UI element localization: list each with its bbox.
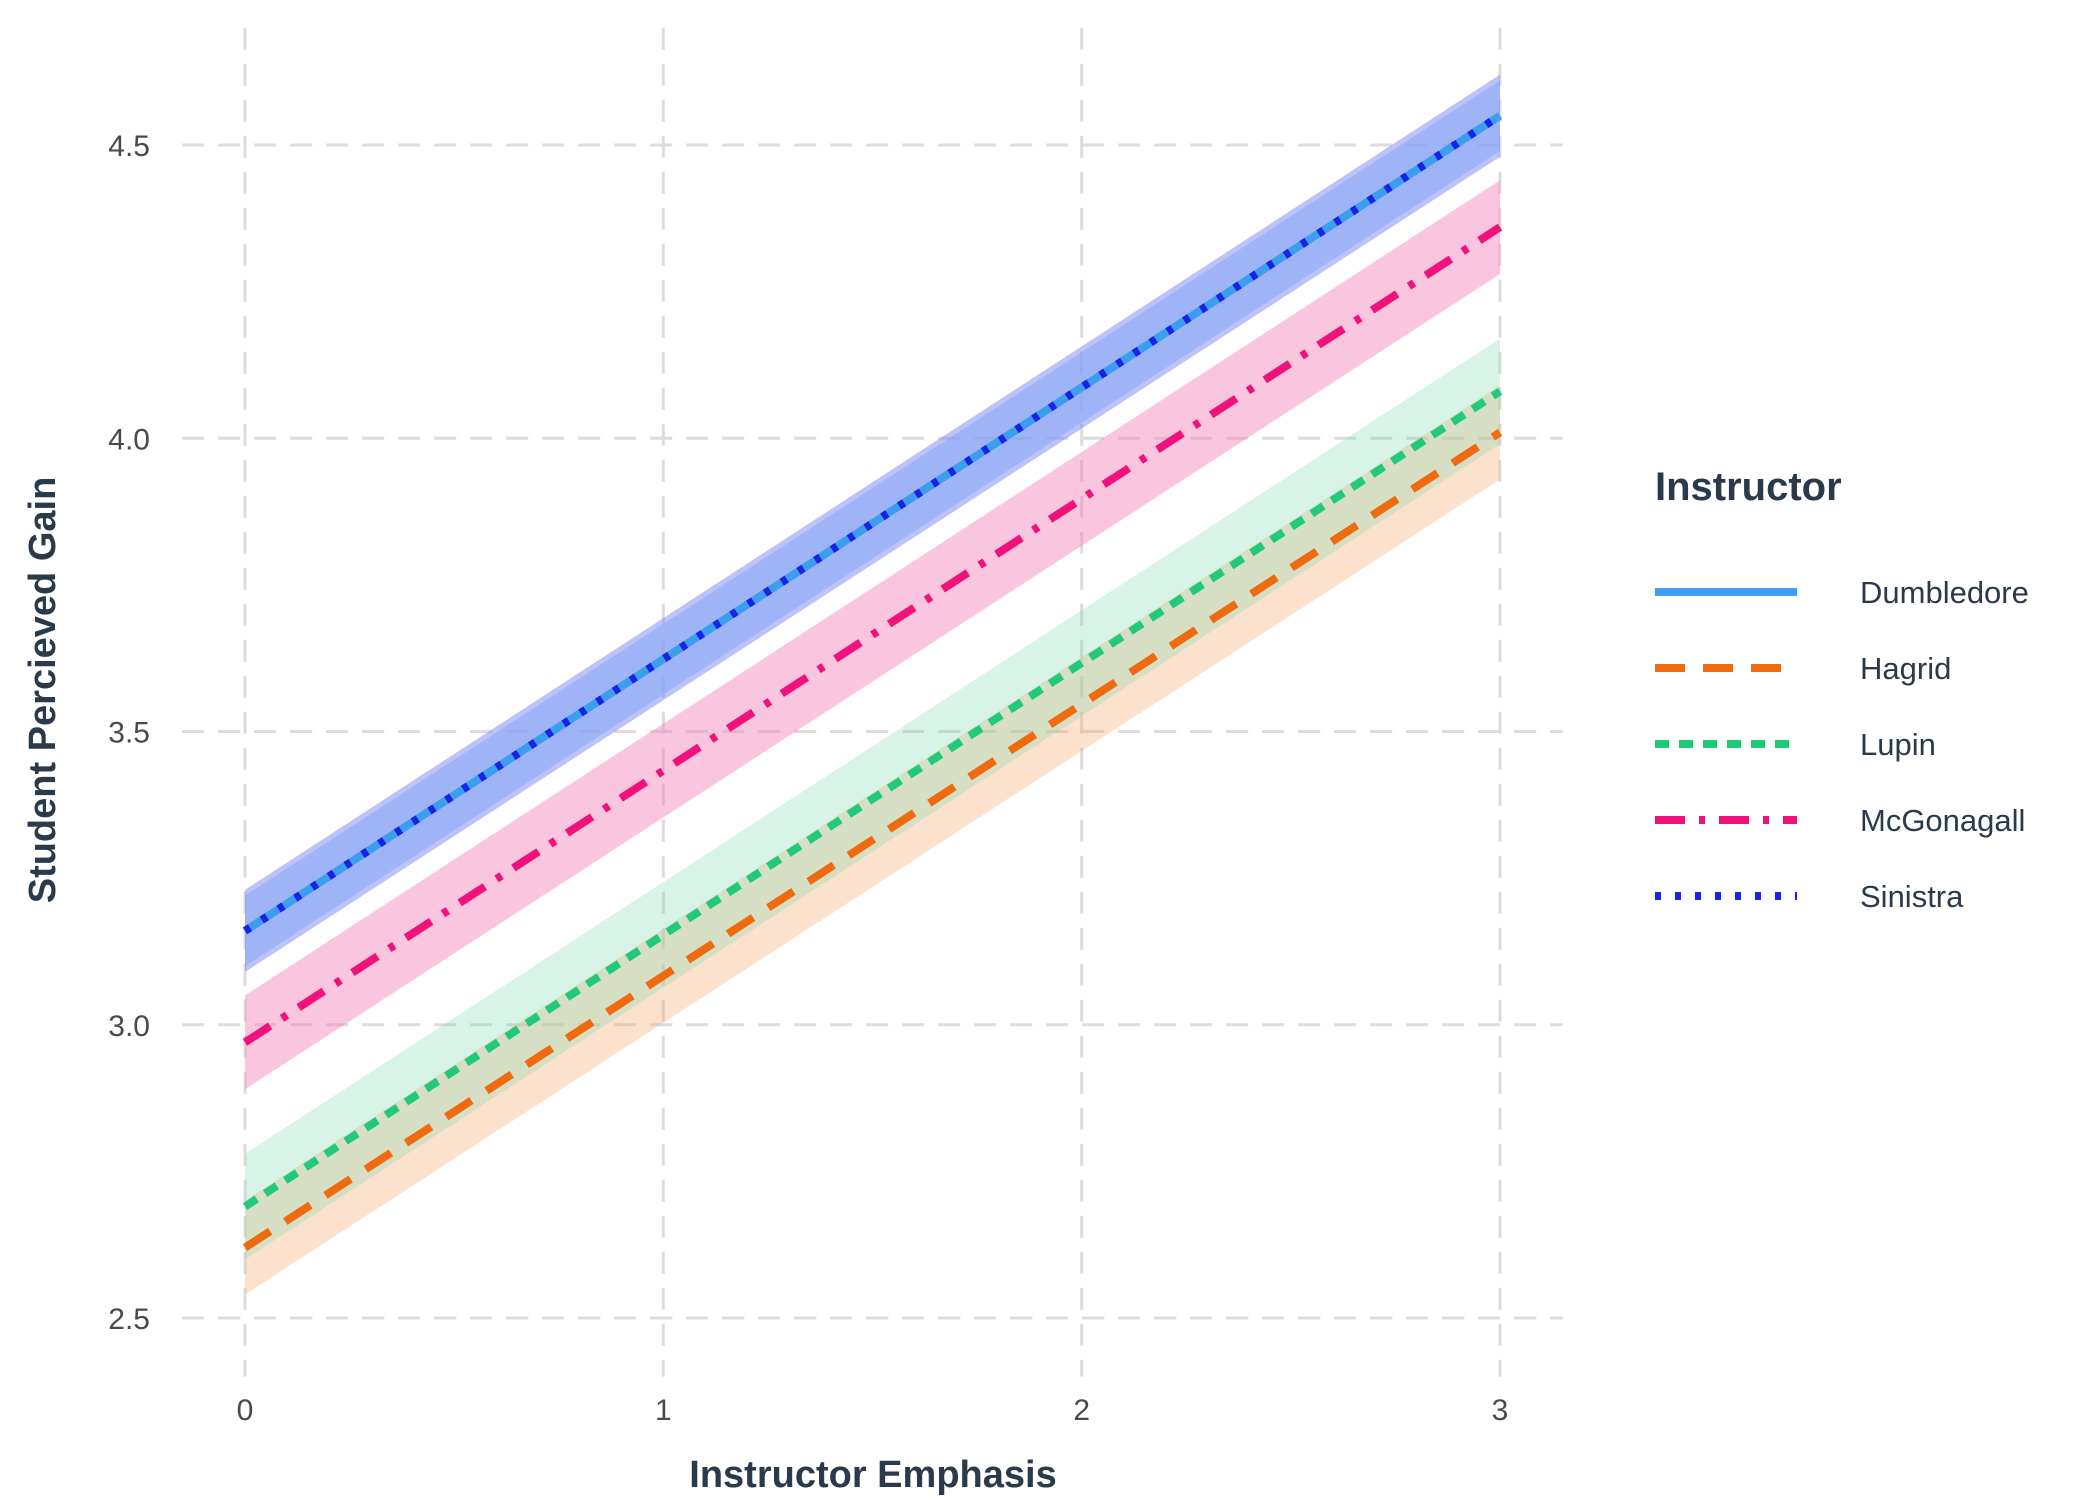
legend: Instructor Dumbledore Hagrid Lupin McGonaga… xyxy=(1655,465,2029,914)
legend-label-lupin: Lupin xyxy=(1860,727,1936,762)
series-line-dumbledore xyxy=(242,112,1503,935)
legend-label-mcgonagall: McGonagall xyxy=(1860,803,2025,838)
x-tick-label: 1 xyxy=(655,1394,672,1427)
y-axis-title: Student Percieved Gain xyxy=(22,477,64,904)
y-tick-label: 2.5 xyxy=(108,1303,150,1336)
y-tick-label: 3.5 xyxy=(108,717,150,750)
series-line-lupin xyxy=(242,387,1503,1210)
y-tick-label: 4.0 xyxy=(108,423,150,456)
y-tick-labels: 2.5 3.0 3.5 4.0 4.5 xyxy=(108,130,150,1336)
x-tick-label: 2 xyxy=(1073,1394,1090,1427)
y-tick-label: 3.0 xyxy=(108,1010,150,1043)
legend-label-sinistra: Sinistra xyxy=(1860,879,1964,914)
legend-title: Instructor xyxy=(1655,465,1842,509)
y-tick-label: 4.5 xyxy=(108,130,150,163)
x-tick-label: 0 xyxy=(237,1394,254,1427)
series-lines xyxy=(242,112,1503,1251)
grid xyxy=(182,27,1563,1377)
x-tick-label: 3 xyxy=(1492,1394,1509,1427)
series-line-hagrid xyxy=(242,429,1503,1251)
legend-label-hagrid: Hagrid xyxy=(1860,651,1951,686)
series-line-mcgonagall xyxy=(242,223,1503,1046)
x-tick-labels: 0 1 2 3 xyxy=(237,1394,1509,1427)
x-axis-title: Instructor Emphasis xyxy=(689,1454,1056,1496)
legend-label-dumbledore: Dumbledore xyxy=(1860,575,2029,610)
confidence-bands xyxy=(245,74,1500,1295)
